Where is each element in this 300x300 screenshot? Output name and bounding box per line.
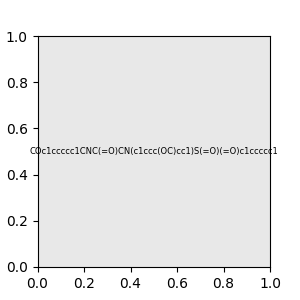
Text: COc1ccccc1CNC(=O)CN(c1ccc(OC)cc1)S(=O)(=O)c1ccccc1: COc1ccccc1CNC(=O)CN(c1ccc(OC)cc1)S(=O)(=…	[29, 147, 278, 156]
